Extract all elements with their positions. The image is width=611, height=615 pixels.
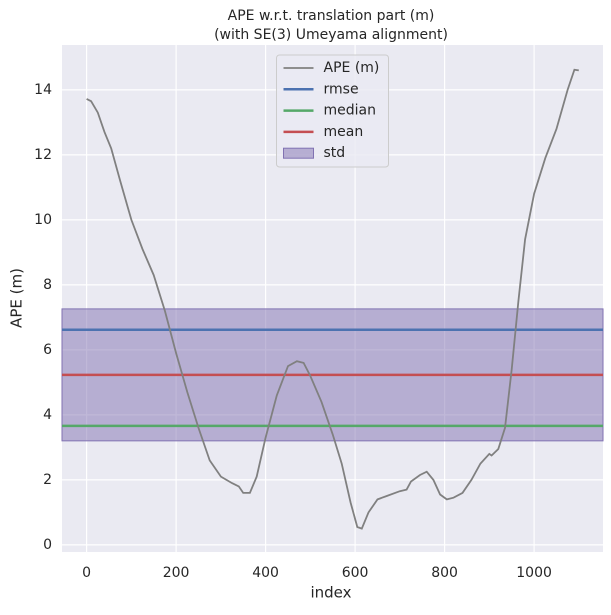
- y-tick-label: 10: [34, 212, 52, 228]
- legend-box: [276, 54, 389, 168]
- legend-label: std: [324, 145, 346, 161]
- x-tick-label: 200: [163, 565, 190, 581]
- x-tick-label: 400: [252, 565, 279, 581]
- legend-label: median: [324, 103, 376, 119]
- x-tick-label: 600: [342, 565, 369, 581]
- y-tick-label: 4: [43, 407, 52, 423]
- x-tick-label: 1000: [516, 565, 552, 581]
- legend-label: rmse: [324, 81, 359, 97]
- y-tick-label: 8: [43, 277, 52, 293]
- x-tick-label: 800: [431, 565, 458, 581]
- y-tick-label: 14: [34, 82, 52, 98]
- x-axis-label: index: [310, 584, 351, 602]
- ape-line: [86, 68, 579, 530]
- legend-label: APE (m): [324, 60, 380, 76]
- legend-swatch: [283, 147, 314, 159]
- y-tick-label: 6: [43, 342, 52, 358]
- y-tick-label: 0: [43, 537, 52, 553]
- legend-label: mean: [324, 124, 364, 140]
- y-tick-label: 2: [43, 472, 52, 488]
- chart-title: APE w.r.t. translation part (m): [228, 8, 435, 24]
- chart-subtitle: (with SE(3) Umeyama alignment): [214, 27, 448, 43]
- x-tick-label: 0: [82, 565, 91, 581]
- y-tick-label: 12: [34, 147, 52, 163]
- y-axis-label: APE (m): [8, 268, 26, 328]
